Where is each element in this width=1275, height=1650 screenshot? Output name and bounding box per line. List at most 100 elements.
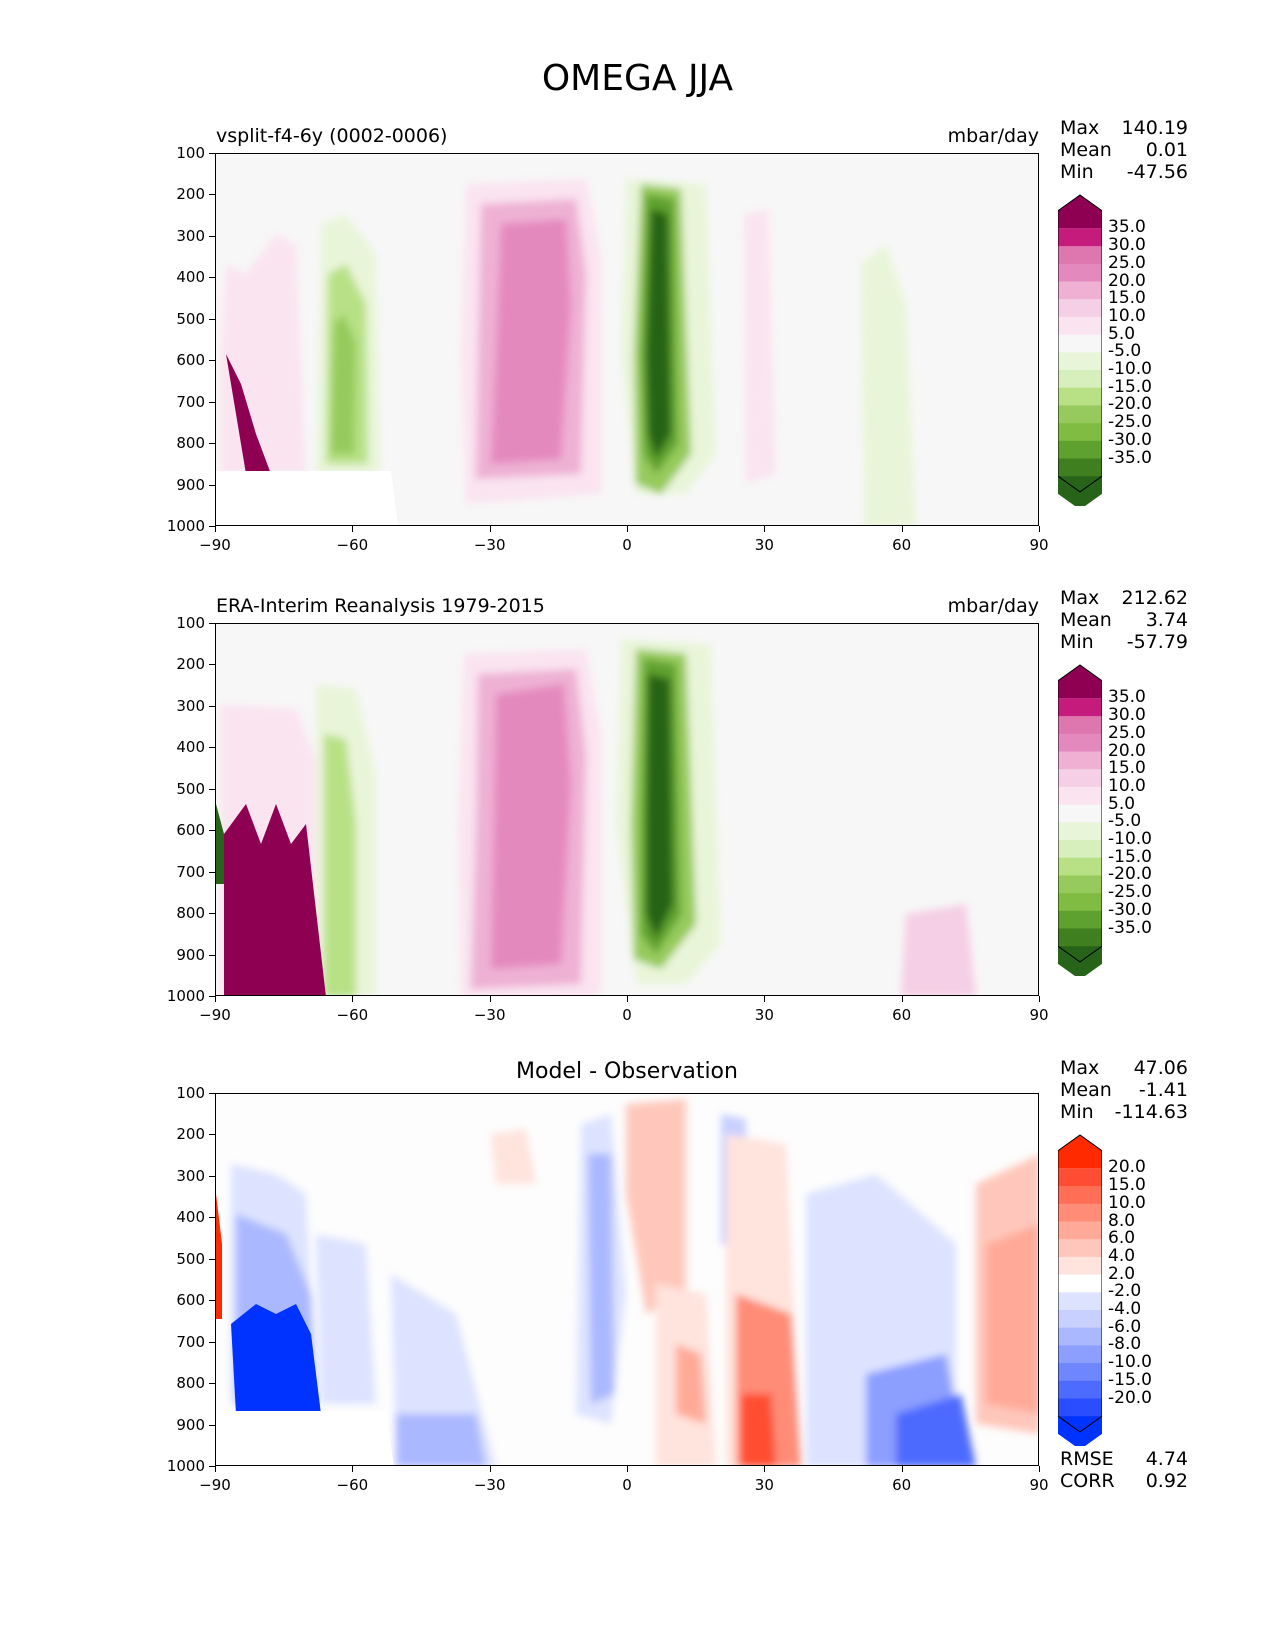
colorbar-tick-label: 25.0 [1108,722,1146,743]
x-tick-label: 0 [622,1006,632,1024]
colorbar: 35.0 30.0 25.0 20.0 15.0 10.0 5.0 -5.0 -10.0 -15.… [1057,193,1152,510]
colorbar-tick-label: 10.0 [1108,775,1146,796]
x-tick-label: 90 [1029,1006,1049,1024]
stat-name: Mean [1060,609,1112,631]
x-tick-label: −60 [336,1476,369,1494]
y-tick-mark [209,484,215,486]
y-tick-label: 300 [176,696,205,715]
contour-band [491,219,571,464]
y-tick-mark [209,235,215,237]
colorbar: 35.0 30.0 25.0 20.0 15.0 10.0 5.0 -5.0 -10.0 -15.… [1057,663,1152,980]
metric-name: RMSE [1060,1448,1114,1470]
y-tick-label: 100 [176,144,205,162]
colorbar-tick-label: -10.0 [1108,829,1152,849]
y-tick-mark [209,1300,215,1302]
y-tick-mark [209,443,215,445]
colorbar-segment [1058,804,1102,823]
colorbar-segment [1058,1168,1102,1187]
colorbar-segment [1058,1380,1102,1399]
y-tick-label: 400 [176,268,205,287]
panel-unit: mbar/day [947,125,1039,147]
y-tick-mark [209,996,215,997]
stat-name: Max [1060,587,1100,609]
masked-region [216,471,398,525]
contour-band [226,354,271,474]
metric-value: 4.74 [1145,1448,1188,1470]
colorbar-tick-label: 25.0 [1108,252,1146,273]
colorbar-tick-label: 15.0 [1108,1175,1146,1196]
colorbar-segment [1058,1327,1102,1346]
x-tick-label: 30 [754,536,774,554]
x-tick-label: −60 [336,1006,369,1024]
masked-region [216,1411,394,1465]
contour-band [324,734,356,995]
x-tick-mark [489,526,491,532]
colorbar-segment [1058,246,1102,265]
contour-band [396,1414,486,1465]
colorbar-scale [1057,194,1103,510]
x-tick-label: −30 [473,536,506,554]
x-tick-label: −60 [336,536,369,554]
x-tick-label: 0 [622,1476,632,1494]
contour-band [231,1304,321,1414]
colorbar-tick-label: -15.0 [1108,376,1152,397]
colorbar-segment [1058,1203,1102,1222]
colorbar-tick-label: 10.0 [1108,305,1146,326]
colorbar-tick-label: 4.0 [1108,1245,1136,1266]
y-tick-mark [209,277,215,279]
x-tick-label: −30 [473,1006,506,1024]
colorbar-tick-label: 5.0 [1108,793,1136,814]
colorbar-segment [1058,228,1102,247]
x-tick-mark [1039,1466,1040,1472]
colorbar-segment [1058,387,1102,406]
y-tick-label: 800 [176,1374,205,1393]
colorbar-tick-label: 30.0 [1108,705,1146,726]
contour-band [676,1344,706,1424]
y-tick-label: 1000 [166,1457,205,1475]
colorbar-tick-label: 15.0 [1108,758,1146,779]
colorbar-scale [1057,1134,1103,1450]
x-tick-label: 60 [892,1476,912,1494]
colorbar-segment [1058,769,1102,788]
colorbar-tick-label: -20.0 [1108,394,1152,415]
panel-title: ERA-Interim Reanalysis 1979-2015 [216,595,545,617]
x-tick-mark [764,1466,766,1472]
x-tick-mark [352,996,354,1002]
x-tick-mark [215,526,216,532]
diff-panel: Model - Observation Max 47.06 Mean -1.41 M… [0,1057,1275,1494]
contour-band [646,209,671,459]
colorbar-segment [1058,423,1102,442]
panel-stats: Max 47.06 Mean -1.41 Min -114.63 [1060,1057,1188,1123]
colorbar-segment [1058,440,1102,459]
stat-name: Mean [1060,1079,1112,1101]
y-tick-label: 400 [176,1208,205,1227]
colorbar-segment [1058,1363,1102,1382]
colorbar-segment [1058,893,1102,912]
y-tick-mark [209,401,215,403]
contour-band [901,904,976,995]
contour-band [986,1224,1038,1414]
contour-plot [215,623,1039,996]
y-tick-mark [209,1217,215,1219]
x-tick-mark [901,1466,903,1472]
y-tick-label: 600 [176,351,205,370]
stat-value: -114.63 [1114,1101,1188,1123]
x-tick-label: 0 [622,536,632,554]
colorbar-tick-label: 5.0 [1108,323,1136,344]
colorbar-segment [1058,928,1102,947]
x-tick-mark [901,996,903,1002]
x-tick-label: −90 [199,1006,231,1024]
colorbar-segment [1058,316,1102,336]
x-tick-mark [764,526,766,532]
contour-band [491,684,571,969]
x-tick-mark [627,1466,628,1472]
contour-band [316,1234,376,1404]
x-tick-label: −90 [199,536,231,554]
y-tick-mark [209,360,215,362]
y-tick-label: 200 [176,655,205,674]
y-tick-label: 600 [176,821,205,840]
colorbar-segment [1058,1274,1102,1293]
stat-value: 140.19 [1121,117,1188,139]
y-tick-label: 1000 [166,517,205,535]
y-tick-label: 500 [176,309,205,328]
